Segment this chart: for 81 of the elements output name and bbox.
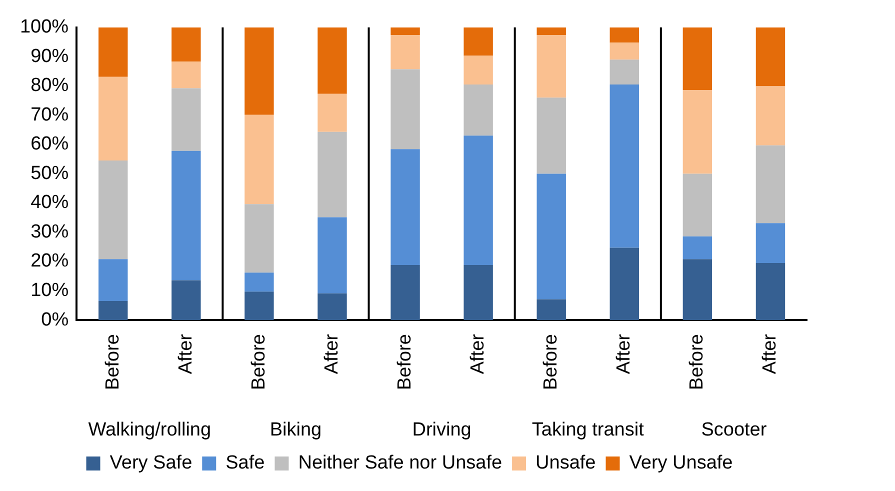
bar (610, 248, 640, 320)
y-tick-label: 50% (30, 162, 69, 184)
legend-label: Very Unsafe (629, 452, 733, 474)
bar (172, 27, 201, 62)
y-tick-label: 90% (30, 46, 69, 67)
bar (98, 76, 128, 161)
bar (318, 94, 347, 132)
legend-label: Very Safe (110, 452, 192, 474)
bar (390, 69, 420, 150)
text: Taking transit (532, 420, 645, 441)
legend-label: Safe (226, 452, 265, 474)
bar (390, 27, 420, 36)
bar (244, 27, 274, 115)
bar (172, 280, 201, 320)
y-tick-label: 70% (30, 104, 69, 126)
bar (682, 174, 712, 236)
bar (390, 35, 420, 70)
bar (536, 299, 566, 320)
bar (536, 35, 566, 98)
bar (244, 204, 274, 273)
y-tick-label: 30% (30, 221, 69, 242)
bar (318, 217, 347, 294)
bar (682, 90, 712, 174)
bar (610, 84, 640, 248)
bar (318, 293, 347, 320)
x-tick-label: Before (248, 334, 270, 390)
text: Biking (270, 420, 322, 441)
bar (464, 27, 493, 56)
bar (610, 42, 640, 60)
y-tick-label: 10% (30, 280, 69, 301)
x-tick-label: Before (102, 334, 124, 390)
bar (682, 236, 712, 260)
bar (464, 136, 493, 266)
bar (98, 160, 128, 260)
bar (682, 27, 712, 90)
x-tick-label: After (321, 333, 342, 374)
bar (464, 265, 493, 320)
legend-label: Unsafe (536, 452, 596, 474)
bar (536, 98, 566, 174)
bar (756, 262, 786, 320)
bar (172, 88, 201, 151)
bar (244, 114, 274, 204)
bar (610, 60, 640, 84)
bar (390, 149, 420, 266)
y-tick-label: 60% (30, 134, 69, 155)
bar (464, 84, 493, 136)
bar (682, 259, 712, 320)
bar (318, 132, 347, 218)
bar (390, 265, 420, 320)
x-tick-label: After (468, 333, 489, 374)
x-tick-label: Before (686, 334, 708, 390)
bar (536, 174, 566, 300)
bar (756, 223, 786, 263)
bar (756, 86, 786, 146)
x-tick-label: After (614, 333, 635, 374)
bar (536, 27, 566, 36)
bar (756, 27, 786, 86)
bar (98, 27, 128, 77)
bar (244, 272, 274, 292)
bar (98, 259, 128, 301)
y-tick-label: 40% (30, 192, 69, 214)
legend-label: Neither Safe nor Unsafe (298, 452, 502, 474)
bar (98, 301, 128, 320)
y-tick-label: 100% (20, 16, 69, 38)
x-tick-label: After (760, 333, 781, 374)
bar (318, 27, 347, 94)
x-tick-label: Before (394, 334, 416, 390)
bar (756, 145, 786, 224)
bar (464, 56, 493, 84)
text: Driving (412, 420, 472, 441)
bar (172, 62, 201, 88)
y-tick-label: 80% (30, 75, 69, 96)
text: Walking/rolling (88, 420, 212, 441)
text: Scooter (701, 420, 768, 441)
bar (172, 150, 201, 280)
x-tick-label: After (175, 333, 196, 374)
x-tick-label: Before (540, 334, 562, 390)
bar (610, 27, 640, 43)
y-tick-label: 20% (30, 250, 69, 272)
bar (244, 292, 274, 320)
y-tick-label: 0% (41, 309, 69, 330)
